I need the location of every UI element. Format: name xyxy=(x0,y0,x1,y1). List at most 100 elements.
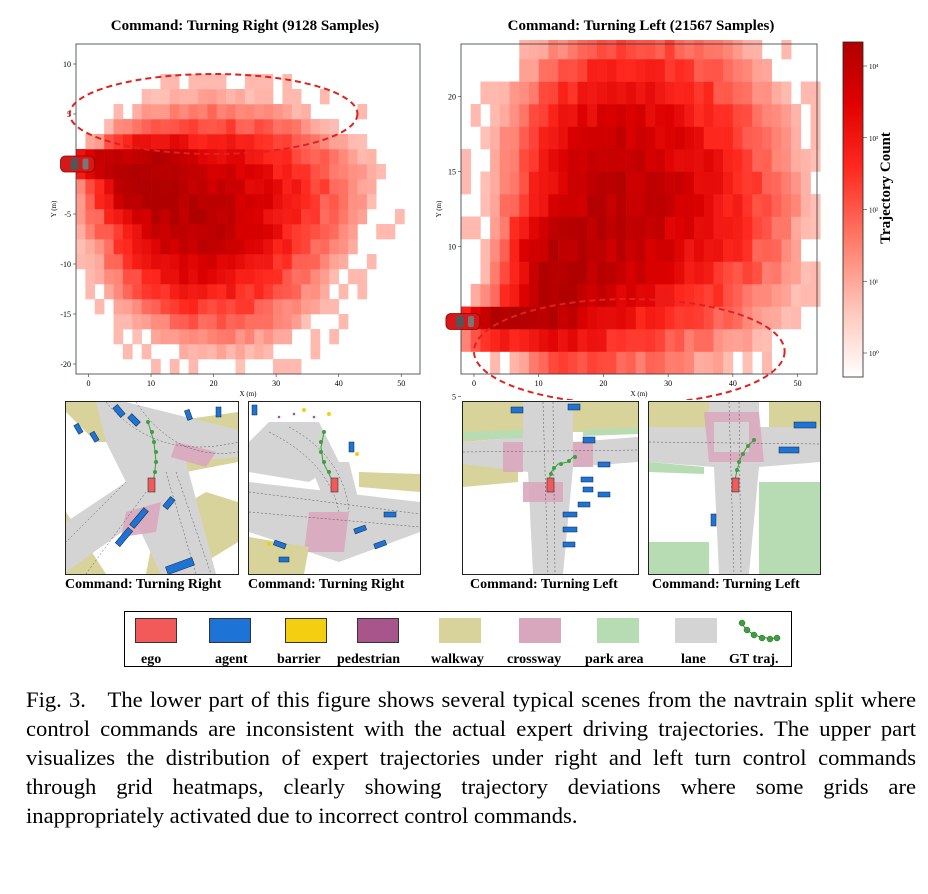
heatmap-cell xyxy=(519,284,530,307)
y-tick-label: 10 xyxy=(63,60,71,69)
heatmap-cell xyxy=(282,239,293,255)
heatmap-cell xyxy=(151,179,161,195)
heatmap-cell xyxy=(394,209,405,225)
x-tick-label: 10 xyxy=(147,379,155,388)
heatmap-cell xyxy=(791,149,802,172)
heatmap-cell xyxy=(499,149,510,172)
heatmap-turning-left: 0102030405020151055X (m)Y (m) xyxy=(435,40,821,400)
heatmap-cell xyxy=(235,194,246,210)
y-axis-label: Y (m) xyxy=(435,200,443,217)
heatmap-cell xyxy=(761,149,772,172)
heatmap-cell xyxy=(291,284,302,300)
heatmap-cell xyxy=(85,269,96,285)
heatmap-cell xyxy=(761,306,772,330)
heatmap-cell xyxy=(235,344,246,360)
heatmap-cell xyxy=(319,134,330,150)
heatmap-cell xyxy=(528,126,539,150)
heatmap-cell xyxy=(519,171,530,195)
heatmap-cell xyxy=(151,359,161,375)
heatmap-cell xyxy=(694,81,705,105)
heatmap-cell xyxy=(254,329,264,345)
heatmap-cell xyxy=(76,239,86,255)
heatmap-cell xyxy=(694,40,705,60)
heatmap-cell xyxy=(179,179,189,195)
heatmap-cell xyxy=(558,216,569,240)
heatmap-cell xyxy=(587,81,598,105)
heatmap-cell xyxy=(519,306,530,330)
heatmap-cell xyxy=(723,306,734,330)
heatmap-cell xyxy=(179,329,189,345)
heatmap-cell xyxy=(151,299,161,315)
heatmap-cell xyxy=(674,59,685,82)
heatmap-cell xyxy=(188,224,199,240)
heatmap-cell xyxy=(742,59,753,82)
heatmap-cell xyxy=(616,261,627,285)
heatmap-cell xyxy=(519,149,530,172)
heatmap-cell xyxy=(519,126,530,150)
heatmap-cell xyxy=(263,119,274,135)
x-tick-label: 20 xyxy=(210,379,218,388)
heatmap-cell xyxy=(626,194,637,217)
scene-left-2 xyxy=(648,401,821,575)
heatmap-cell xyxy=(113,194,124,210)
heatmap-cell xyxy=(635,40,646,60)
heatmap-cell xyxy=(348,179,358,195)
heatmap-cell xyxy=(301,164,311,180)
heatmap-cell xyxy=(310,299,321,315)
heatmap-cell xyxy=(169,299,180,315)
heatmap-cell xyxy=(216,224,227,240)
heatmap-cell xyxy=(509,351,520,375)
heatmap-cell xyxy=(263,89,274,105)
heatmap-cell xyxy=(713,104,724,127)
heatmap-cell xyxy=(577,306,588,330)
heatmap-cell xyxy=(85,239,96,255)
heatmap-cell xyxy=(761,261,772,285)
heatmap-cell xyxy=(122,344,133,360)
heatmap-cell xyxy=(348,149,358,165)
heatmap-cell xyxy=(226,224,236,240)
heatmap-cell xyxy=(226,179,236,195)
heatmap-cell xyxy=(771,306,782,330)
heatmap-cell xyxy=(577,40,588,60)
heatmap-cell xyxy=(226,239,236,255)
heatmap-cell xyxy=(703,351,714,375)
heatmap-cell xyxy=(771,104,782,127)
heatmap-cell xyxy=(723,104,734,127)
heatmap-cell xyxy=(329,224,339,240)
heatmap-cell xyxy=(141,104,152,120)
heatmap-cell xyxy=(291,209,302,225)
heatmap-cell xyxy=(113,284,124,300)
heatmap-cell xyxy=(338,194,349,210)
heatmap-cell xyxy=(723,59,734,82)
heatmap-cell xyxy=(104,269,114,285)
heatmap-cell xyxy=(781,216,792,240)
heatmap-cell xyxy=(273,179,283,195)
heatmap-cell xyxy=(207,239,218,255)
heatmap-cell xyxy=(684,284,695,307)
heatmap-cell xyxy=(366,254,377,270)
heatmap-cell xyxy=(141,179,152,195)
heatmap-cell xyxy=(85,209,96,225)
heatmap-cell xyxy=(499,194,510,217)
heatmap-cell xyxy=(76,254,86,270)
heatmap-cell xyxy=(197,224,208,240)
heatmap-cell xyxy=(85,224,96,240)
heatmap-cell xyxy=(160,314,171,330)
heatmap-cell xyxy=(132,314,142,330)
heatmap-cell xyxy=(742,194,753,217)
heatmap-cell xyxy=(713,351,724,375)
heatmap-cell xyxy=(791,306,802,330)
heatmap-cell xyxy=(122,224,133,240)
heatmap-cell xyxy=(244,164,255,180)
heatmap-cell xyxy=(235,224,246,240)
heatmap-cell xyxy=(684,239,695,262)
heatmap-cell xyxy=(357,269,368,285)
x-tick-label: 10 xyxy=(535,379,543,388)
heatmap-cell xyxy=(329,179,339,195)
heatmap-cell xyxy=(226,209,236,225)
heatmap-cell xyxy=(558,351,569,375)
heatmap-cell xyxy=(567,284,578,307)
heatmap-cell xyxy=(567,126,578,150)
heatmap-cell xyxy=(703,216,714,240)
heatmap-cell xyxy=(244,209,255,225)
